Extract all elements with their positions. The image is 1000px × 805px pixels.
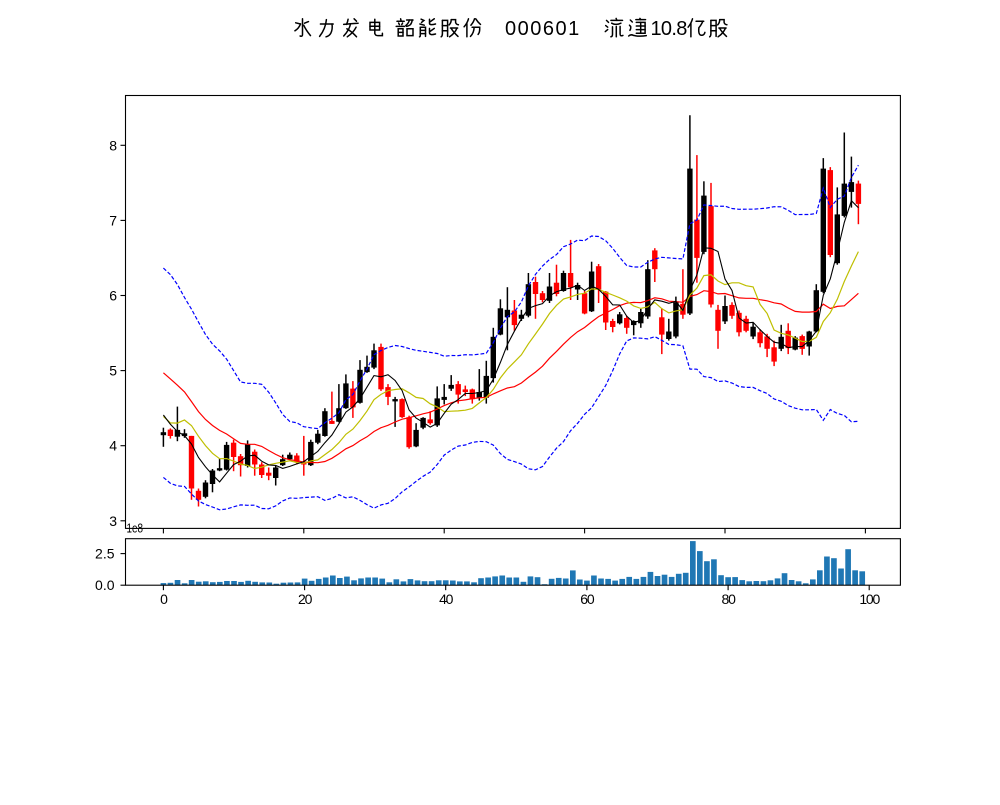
- svg-text:0.0: 0.0: [95, 577, 115, 593]
- svg-text:7: 7: [109, 212, 117, 228]
- svg-text:60: 60: [580, 591, 595, 607]
- svg-text:3: 3: [109, 513, 117, 529]
- svg-text:80: 80: [722, 591, 737, 607]
- svg-text:8: 8: [109, 137, 117, 153]
- svg-text:20: 20: [298, 591, 313, 607]
- svg-text:000601: 000601: [505, 18, 581, 40]
- svg-text:6: 6: [109, 288, 117, 304]
- svg-text:10.8: 10.8: [651, 18, 688, 40]
- svg-text:40: 40: [439, 591, 454, 607]
- svg-text:2.5: 2.5: [95, 546, 115, 562]
- svg-text:100: 100: [859, 591, 880, 607]
- svg-text:4: 4: [109, 438, 117, 454]
- svg-text:0: 0: [160, 591, 168, 607]
- svg-text:5: 5: [109, 363, 117, 379]
- svg-text:1e8: 1e8: [127, 521, 144, 536]
